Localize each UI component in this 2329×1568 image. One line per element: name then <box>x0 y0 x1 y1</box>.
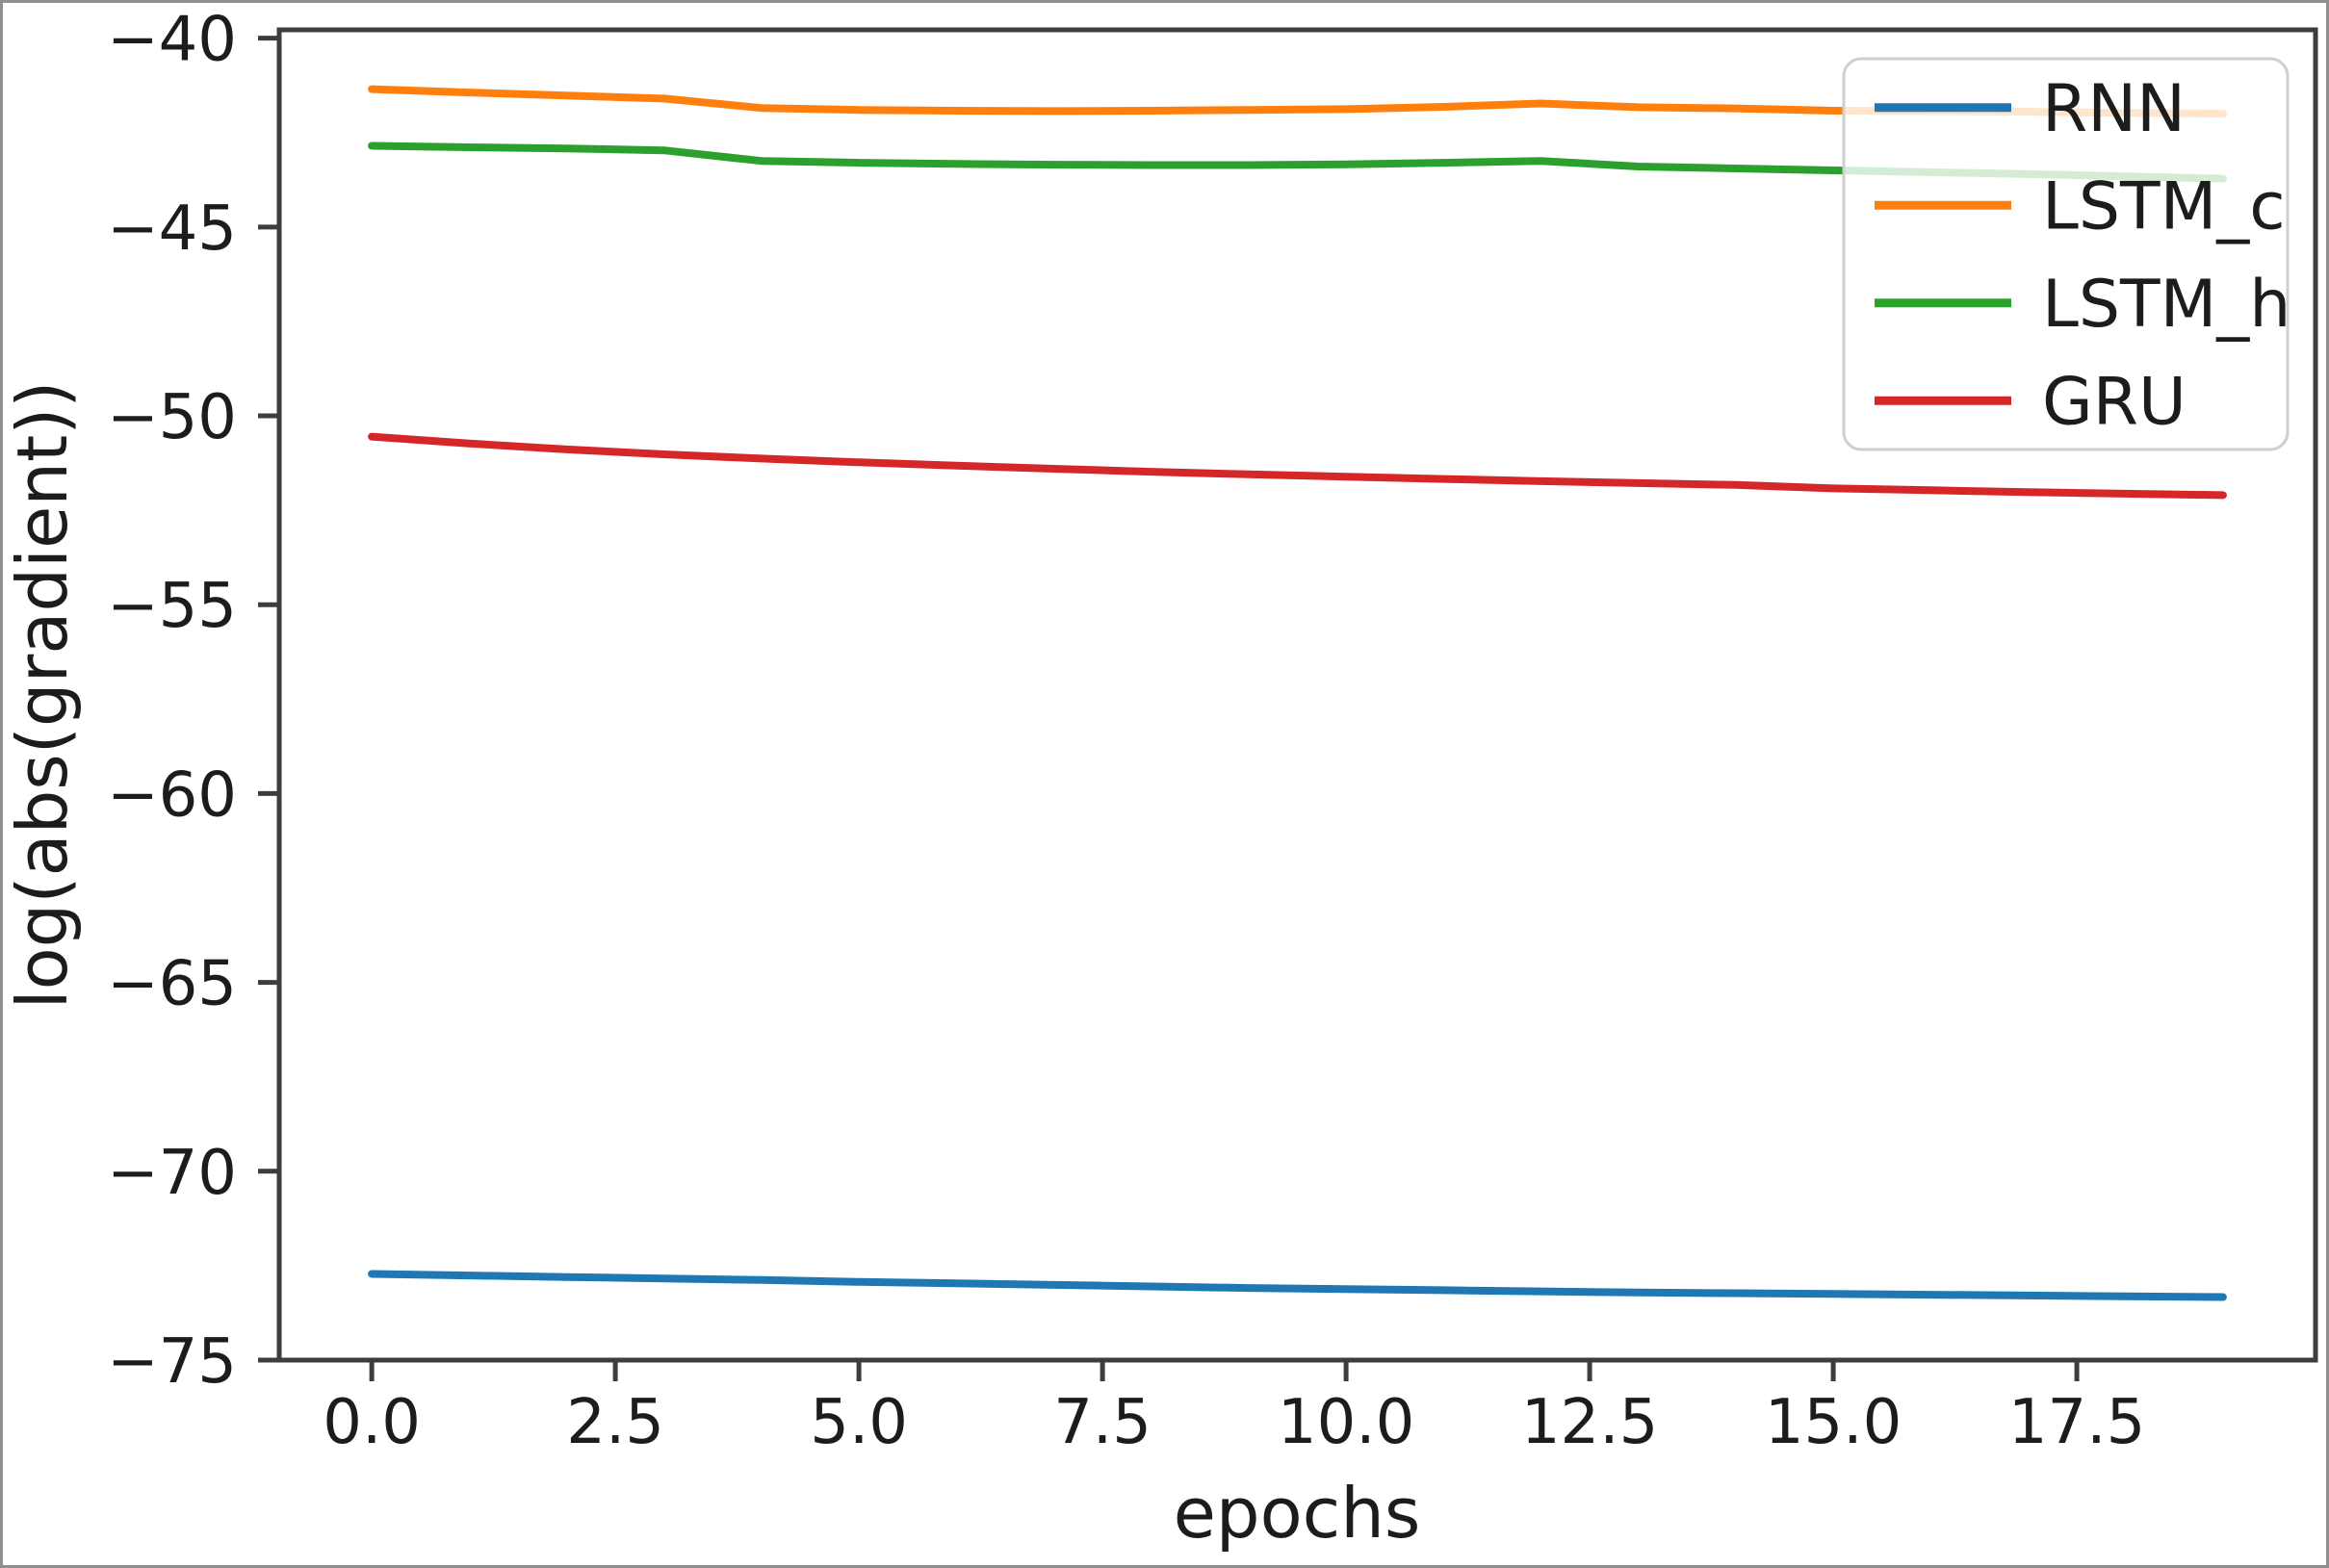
y-tick-label: −55 <box>107 571 237 642</box>
x-axis-label: epochs <box>1174 1473 1421 1554</box>
y-tick-label: −60 <box>107 759 237 831</box>
legend-item-rnn: RNN <box>1875 71 2186 147</box>
x-tick-label: 17.5 <box>2008 1387 2146 1458</box>
legend-item-gru: GRU <box>1875 364 2187 440</box>
x-tick-label: 15.0 <box>1765 1387 1902 1458</box>
y-tick-label: −50 <box>107 382 237 453</box>
axes: 0.0 2.5 5.0 7.5 10.0 12.5 15.0 17.5 −40 −45 −50 −55… <box>107 5 2318 1458</box>
series-line-gru <box>368 432 2227 500</box>
legend: RNN LSTM_c LSTM_h GRU <box>1842 57 2290 451</box>
legend-item-label: RNN <box>2042 71 2186 147</box>
x-tick-label: 10.0 <box>1278 1387 1415 1458</box>
legend-item-label: LSTM_h <box>2042 267 2290 343</box>
legend-box <box>1842 57 2290 451</box>
y-tick-label: −45 <box>107 193 237 265</box>
x-tick-label: 7.5 <box>1053 1387 1152 1458</box>
y-tick-label: −75 <box>107 1326 237 1398</box>
y-tick-label: −65 <box>107 949 237 1020</box>
x-tick-label: 5.0 <box>810 1387 908 1458</box>
y-tick-label: −40 <box>107 5 237 76</box>
x-tick-label: 2.5 <box>566 1387 664 1458</box>
x-tick-label: 0.0 <box>323 1387 421 1458</box>
axes-spines <box>276 27 2318 1363</box>
series-line-rnn <box>368 1270 2227 1301</box>
line-chart: 0.0 2.5 5.0 7.5 10.0 12.5 15.0 17.5 −40 −45 −50 −55… <box>3 5 2318 1554</box>
x-tick-label: 12.5 <box>1521 1387 1659 1458</box>
y-axis-label: log(abs(gradient)) <box>3 381 83 1010</box>
legend-item-label: GRU <box>2042 364 2187 440</box>
legend-item-label: LSTM_c <box>2042 168 2286 244</box>
legend-item-lstm_c: LSTM_c <box>1875 168 2286 244</box>
y-tick-label: −70 <box>107 1138 237 1209</box>
legend-item-lstm_h: LSTM_h <box>1875 267 2290 343</box>
